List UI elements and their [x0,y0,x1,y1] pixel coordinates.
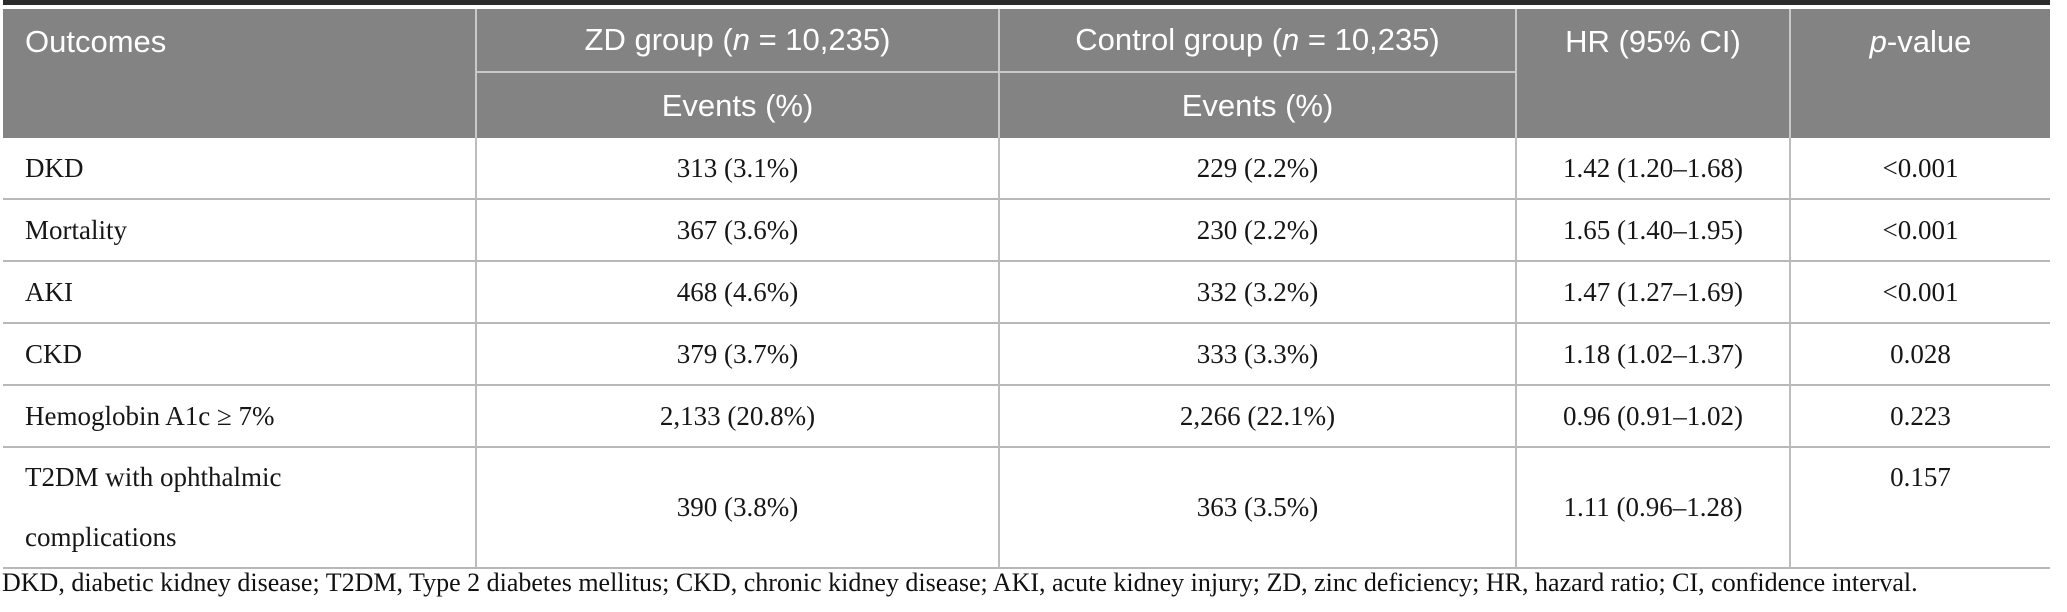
header-control-group-n: n [1282,22,1300,57]
header-hr-label: HR (95% CI) [1565,24,1741,59]
zd-events-cell: 313 (3.1%) [477,138,1000,200]
control-events-cell: 2,266 (22.1%) [1000,386,1517,448]
header-hr: HR (95% CI) [1517,9,1791,138]
outcome-label: Hemoglobin A1c ≥ 7% [25,400,275,431]
table-row-t2dm-ophthalmic: T2DM with ophthalmic complications 390 (… [3,448,2050,569]
header-zd-events-label: Events (%) [661,87,814,123]
hr-cell: 1.18 (1.02–1.37) [1517,324,1791,386]
zd-events-cell: 468 (4.6%) [477,262,1000,324]
header-p-suffix: -value [1886,24,1972,59]
p-value-cell: 0.223 [1791,386,2050,448]
header-control-events: Events (%) [1000,73,1517,138]
p-value-cell: 0.157 [1791,448,2050,569]
table-row-mortality: Mortality 367 (3.6%) 230 (2.2%) 1.65 (1.… [3,200,2050,262]
hr-cell: 0.96 (0.91–1.02) [1517,386,1791,448]
outcome-cell: CKD [3,324,477,386]
table-container: Outcomes ZD group (n = 10,235) Control g… [3,0,2050,569]
outcome-label: AKI [25,276,73,307]
header-control-events-label: Events (%) [1181,87,1334,123]
header-p-value: p-value [1791,9,2050,138]
outcome-cell: Mortality [3,200,477,262]
hr-cell: 1.11 (0.96–1.28) [1517,448,1791,569]
hr-cell: 1.65 (1.40–1.95) [1517,200,1791,262]
header-control-group: Control group (n = 10,235) [1000,9,1517,73]
outcome-label: T2DM with ophthalmic complications [25,462,282,552]
control-events-cell: 332 (3.2%) [1000,262,1517,324]
p-value-cell: <0.001 [1791,200,2050,262]
p-value-cell: <0.001 [1791,262,2050,324]
control-events-cell: 229 (2.2%) [1000,138,1517,200]
table-row-ckd: CKD 379 (3.7%) 333 (3.3%) 1.18 (1.02–1.3… [3,324,2050,386]
outcome-label: Mortality [25,214,127,245]
table-row-hba1c: Hemoglobin A1c ≥ 7% 2,133 (20.8%) 2,266 … [3,386,2050,448]
table-top-rule [3,0,2050,5]
table-footnote: DKD, diabetic kidney disease; T2DM, Type… [2,568,1918,597]
hr-cell: 1.42 (1.20–1.68) [1517,138,1791,200]
header-control-group-suffix: = 10,235) [1299,22,1440,57]
p-value-cell: <0.001 [1791,138,2050,200]
header-zd-group-suffix: = 10,235) [749,22,891,57]
table-row-aki: AKI 468 (4.6%) 332 (3.2%) 1.47 (1.27–1.6… [3,262,2050,324]
header-outcomes: Outcomes [3,9,477,138]
control-events-cell: 363 (3.5%) [1000,448,1517,569]
outcomes-results-table: Outcomes ZD group (n = 10,235) Control g… [3,9,2050,569]
outcome-cell: DKD [3,138,477,200]
control-events-cell: 333 (3.3%) [1000,324,1517,386]
p-value-cell: 0.028 [1791,324,2050,386]
header-zd-group-n: n [732,22,750,57]
zd-events-cell: 2,133 (20.8%) [477,386,1000,448]
outcome-label: DKD [25,152,84,183]
table-row-dkd: DKD 313 (3.1%) 229 (2.2%) 1.42 (1.20–1.6… [3,138,2050,200]
header-zd-events: Events (%) [477,73,1000,138]
control-events-cell: 230 (2.2%) [1000,200,1517,262]
header-outcomes-label: Outcomes [25,24,167,59]
outcome-label: CKD [25,338,83,369]
table-body: DKD 313 (3.1%) 229 (2.2%) 1.42 (1.20–1.6… [3,138,2050,569]
zd-events-cell: 379 (3.7%) [477,324,1000,386]
header-zd-group-prefix: ZD group ( [584,22,733,57]
zd-events-cell: 390 (3.8%) [477,448,1000,569]
zd-events-cell: 367 (3.6%) [477,200,1000,262]
hr-cell: 1.47 (1.27–1.69) [1517,262,1791,324]
table-header: Outcomes ZD group (n = 10,235) Control g… [3,9,2050,138]
outcome-cell: T2DM with ophthalmic complications [3,448,477,569]
outcome-cell: Hemoglobin A1c ≥ 7% [3,386,477,448]
header-control-group-prefix: Control group ( [1075,22,1283,57]
outcome-cell: AKI [3,262,477,324]
header-p-italic: p [1869,24,1887,59]
header-zd-group: ZD group (n = 10,235) [477,9,1000,73]
